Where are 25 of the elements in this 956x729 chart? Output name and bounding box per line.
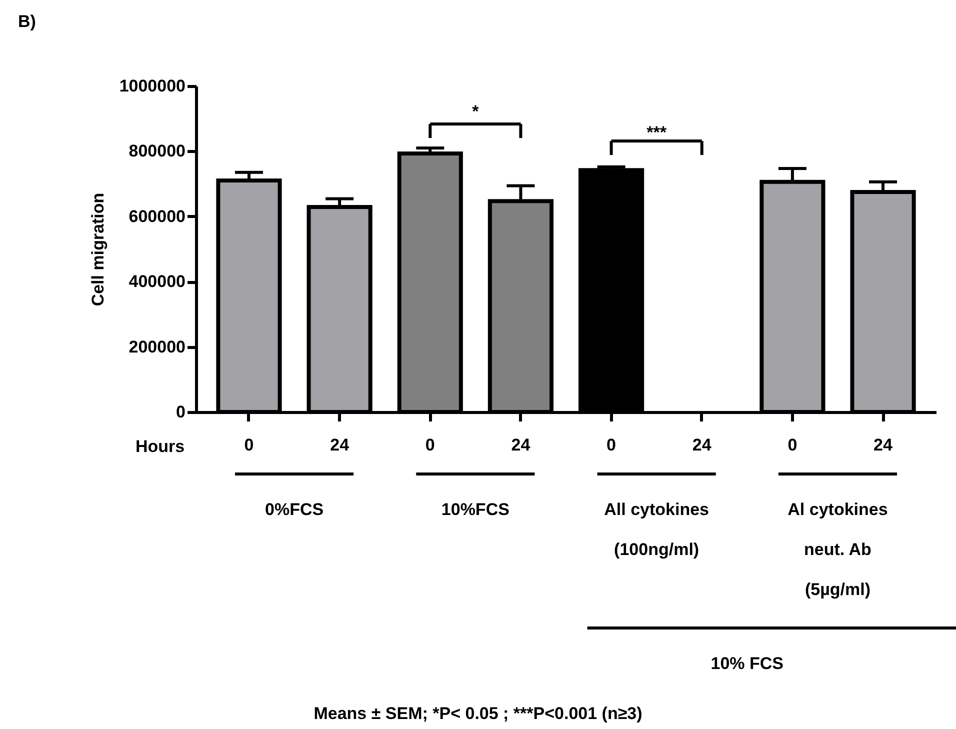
annotation: *** (646, 123, 667, 142)
text: All cytokines (100ng/ml) (604, 500, 710, 559)
text: 0%FCS (264, 500, 324, 519)
x-tick-label: 24 (874, 436, 894, 454)
y-tick-label: 1000000 (119, 76, 186, 96)
x-tick-label: 0 (244, 436, 254, 454)
y-tick-label: 800000 (128, 142, 186, 161)
text: Means ± SEM; *P< 0.05 ; ***P<0.001 (n≥3) (314, 704, 642, 723)
y-tick-label: 600000 (128, 206, 186, 226)
x-tick-label: 24 (511, 436, 531, 454)
text: B) (18, 12, 36, 31)
text: 10% FCS (710, 654, 784, 673)
x-tick-label: 24 (330, 436, 350, 454)
x-axis-title: Hours (135, 437, 185, 456)
x-tick-label: 0 (425, 436, 435, 454)
text: 10%FCS (441, 500, 510, 519)
x-tick-label: 0 (606, 436, 616, 454)
text: Al cytokines neut. Ab (5µg/ml) (788, 500, 888, 599)
y-axis-title: Cell migration (88, 192, 108, 306)
x-tick-label: 0 (788, 436, 798, 454)
annotation: * (472, 102, 480, 121)
y-tick-label: 0 (176, 402, 186, 422)
y-tick-label: 200000 (128, 337, 186, 356)
x-tick-label: 24 (692, 436, 712, 454)
y-tick-label: 400000 (128, 272, 186, 292)
